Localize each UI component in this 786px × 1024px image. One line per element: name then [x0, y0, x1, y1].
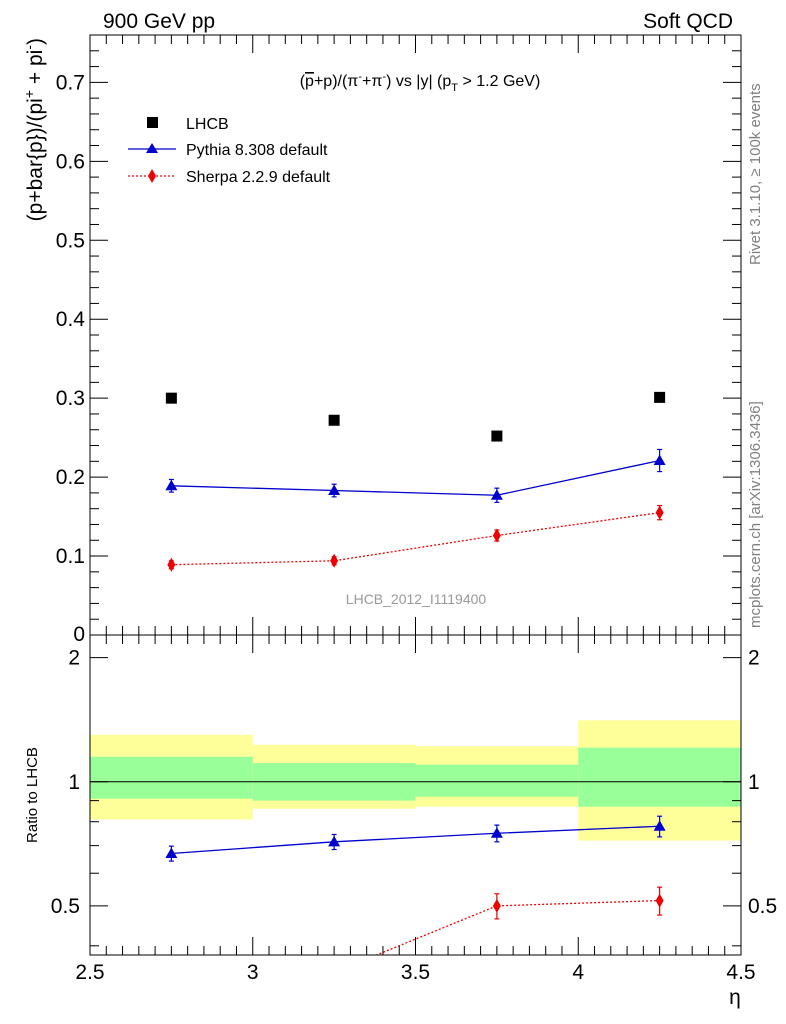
ratio-y-tick-label-right: 2	[748, 647, 760, 670]
main-pythia-point-1	[165, 479, 178, 491]
main-y-tick-label: 0.5	[56, 229, 85, 252]
main-y-tick-label: 0.1	[56, 545, 85, 568]
x-tick-label: 3	[247, 961, 259, 984]
main-panel: 0.1 0.2 0.3 0.4 0.5 0.6 0.7 0	[56, 34, 742, 646]
legend-label-lhcb: LHCB	[186, 116, 229, 133]
main-y-tick-label: 0.7	[56, 71, 85, 94]
legend-label-pythia: Pythia 8.308 default	[186, 142, 328, 159]
main-y-tick-label: 0.2	[56, 466, 85, 489]
main-y-tick-label: 0.3	[56, 387, 85, 410]
main-sherpa-point-1	[167, 557, 176, 572]
analysis-watermark: LHCB_2012_I1119400	[346, 591, 487, 607]
ratio-y-axis-label: Ratio to LHCB	[24, 747, 41, 843]
x-tick-label: 4.5	[726, 961, 755, 984]
ratio-y-tick-label-right: 0.5	[748, 895, 777, 918]
main-sherpa-line	[171, 511, 660, 566]
main-pythia-point-4	[653, 454, 666, 466]
ratio-y-tick-label-left: 1	[68, 771, 80, 794]
x-tick-label: 3.5	[401, 961, 430, 984]
x-axis-label: η	[729, 986, 741, 1009]
main-lhcb-point-2	[328, 414, 340, 426]
ratio-plot-area	[90, 720, 741, 987]
main-axis-ticks: 0.1 0.2 0.3 0.4 0.5 0.6 0.7	[56, 34, 742, 636]
main-sherpa-point-3	[492, 528, 501, 543]
legend-marker-lhcb	[147, 117, 158, 128]
main-pythia-line	[171, 459, 660, 496]
ratio-sherpa-point-4	[655, 893, 664, 908]
stat-uncertainty-band-1	[90, 756, 253, 799]
rivet-label: Rivet 3.1.10, ≥ 100k events	[747, 83, 764, 265]
main-y-tick-label: 0.6	[56, 150, 85, 173]
legend-marker-sherpa	[148, 169, 156, 183]
ratio-y-tick-label-left: 0.5	[51, 895, 80, 918]
main-lhcb-point-4	[654, 391, 666, 403]
main-lhcb-point-1	[165, 392, 177, 404]
header-left: 900 GeV pp	[103, 10, 215, 33]
main-y-tick-label: 0.4	[56, 308, 86, 331]
mcplots-label: mcplots.cern.ch [arXiv:1306.3436]	[747, 401, 764, 628]
legend: LHCB Pythia 8.308 default Sherpa 2.2.9 d…	[128, 116, 331, 186]
ratio-sherpa-point-2	[330, 965, 338, 979]
ratio-sherpa-line	[374, 899, 660, 955]
main-sherpa-point-4	[655, 505, 664, 520]
main-pythia-point-3	[490, 489, 503, 500]
ratio-y-tick-label-left: 2	[68, 647, 80, 670]
ratio-axis-ticks: 0.5 0.5 1 1 2 2 2.5 3 3.5 4 4.5	[51, 635, 777, 984]
ratio-pythia-point-4	[653, 820, 666, 831]
plot-title: (p+p)/(π-+π-) vs |y| (pT > 1.2 GeV)	[300, 71, 541, 94]
main-pythia-point-2	[328, 484, 341, 496]
ratio-pythia-line	[171, 825, 660, 855]
ratio-pythia-point-1	[165, 847, 178, 858]
ratio-pythia-point-2	[328, 835, 341, 847]
x-tick-label: 4	[572, 961, 584, 984]
x-tick-label: 2.5	[75, 961, 104, 984]
y-zero-label: 0	[73, 623, 85, 646]
stat-uncertainty-band-3	[415, 764, 579, 797]
main-lhcb-point-3	[491, 430, 503, 442]
ratio-sherpa-point-1	[167, 973, 175, 987]
header-right: Soft QCD	[643, 10, 733, 33]
ratio-pythia-point-3	[490, 827, 503, 838]
legend-marker-pythia	[146, 143, 158, 153]
main-plot-area	[165, 391, 666, 572]
legend-label-sherpa: Sherpa 2.2.9 default	[186, 169, 331, 186]
main-y-axis-label: (p+bar{p})/(pi+ + pi-)	[21, 38, 47, 221]
main-sherpa-point-2	[330, 553, 339, 568]
ratio-y-tick-label-right: 1	[748, 771, 760, 794]
ratio-panel: 0.5 0.5 1 1 2 2 2.5 3 3.5 4 4.5	[51, 634, 777, 987]
ratio-sherpa-point-3	[492, 898, 501, 913]
stat-uncertainty-band-4	[578, 747, 741, 807]
